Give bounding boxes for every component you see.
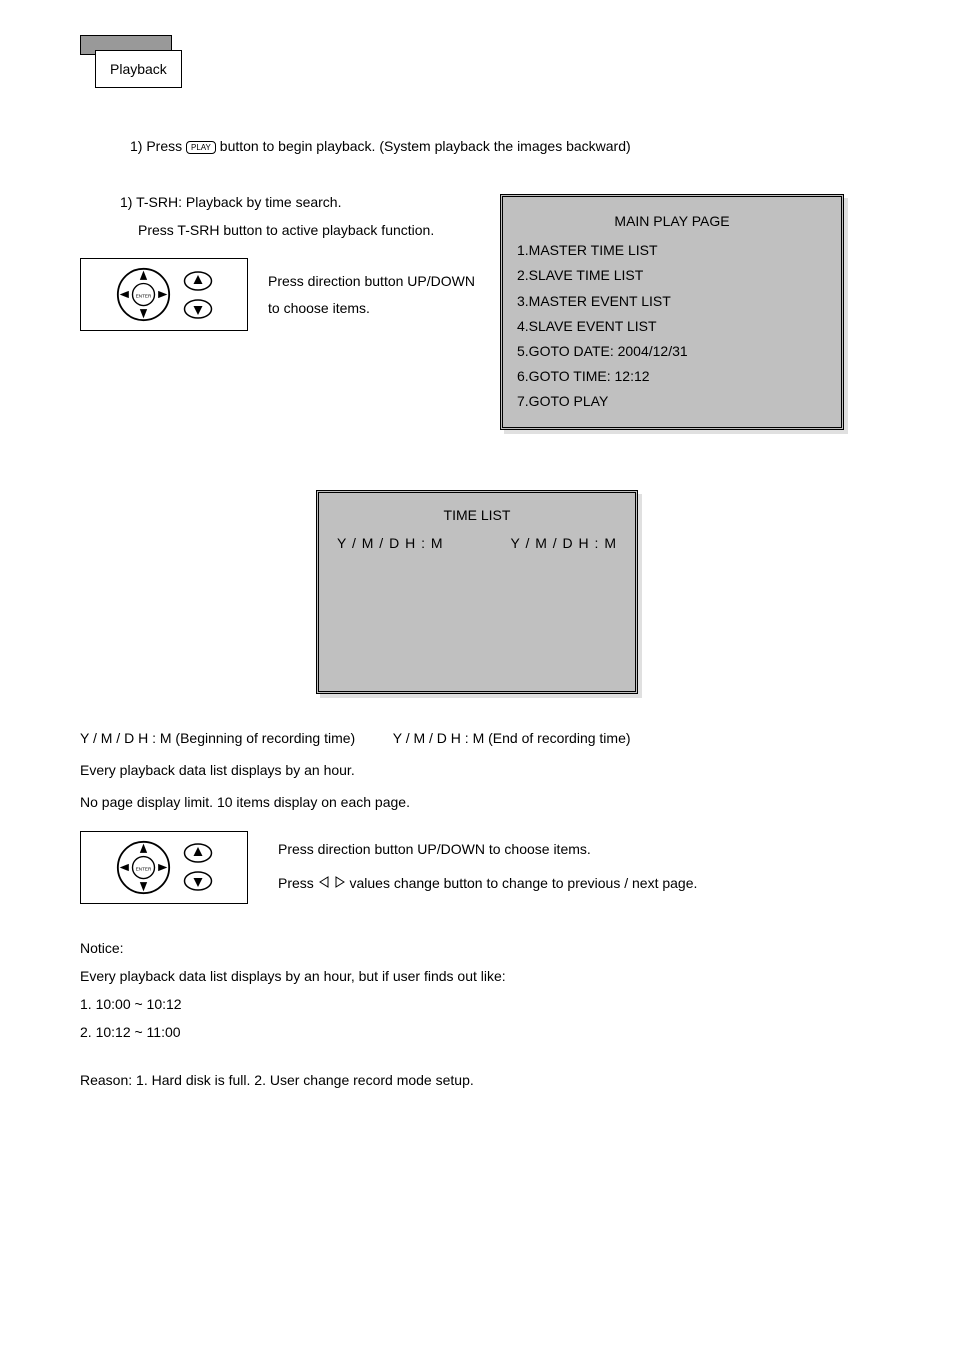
- dpad-up-down-buttons-2: [183, 842, 213, 892]
- instruction-line-1: 1) Press PLAY button to begin playback. …: [130, 138, 874, 154]
- instruction-suffix: button to begin playback. (System playba…: [220, 138, 631, 154]
- playback-tab-label: Playback: [110, 61, 167, 77]
- press-prefix: Press: [278, 875, 314, 891]
- body-line-1-left: Y / M / D H : M (Beginning of recording …: [80, 730, 355, 746]
- main-play-item-6: 6.GOTO TIME: 12:12: [517, 364, 827, 389]
- up-arrow-icon: [183, 270, 213, 292]
- time-list-headers: Y / M / D H : M Y / M / D H : M: [337, 535, 617, 551]
- dpad-instruction-1: Press direction button UP/DOWN to choose…: [268, 268, 480, 321]
- play-button-icon: PLAY: [186, 141, 216, 154]
- notice-item-1: 1. 10:00 ~ 10:12: [80, 990, 874, 1018]
- main-play-item-3: 3.MASTER EVENT LIST: [517, 289, 827, 314]
- time-list-panel: TIME LIST Y / M / D H : M Y / M / D H : …: [316, 490, 638, 694]
- body-line-1-right: Y / M / D H : M (End of recording time): [393, 730, 631, 746]
- notice-item-2: 2. 10:12 ~ 11:00: [80, 1018, 874, 1046]
- svg-text:ENTER: ENTER: [135, 866, 151, 871]
- dpad-box-1: ENTER: [80, 258, 248, 331]
- main-play-item-7: 7.GOTO PLAY: [517, 389, 827, 414]
- dpad-circle-icon: ENTER: [116, 267, 171, 322]
- time-list-header-left: Y / M / D H : M: [337, 535, 444, 551]
- main-play-page-title: MAIN PLAY PAGE: [517, 209, 827, 234]
- tsrh-section: 1) T-SRH: Playback by time search. Press…: [80, 194, 874, 430]
- time-list-title: TIME LIST: [337, 507, 617, 523]
- main-play-item-2: 2.SLAVE TIME LIST: [517, 263, 827, 288]
- dpad-row-1: ENTER: [80, 258, 480, 331]
- time-list-container: TIME LIST Y / M / D H : M Y / M / D H : …: [80, 490, 874, 694]
- instruction-prefix: 1) Press: [130, 138, 182, 154]
- down-arrow-icon-2: [183, 870, 213, 892]
- time-list-header-right: Y / M / D H : M: [510, 535, 617, 551]
- main-play-item-4: 4.SLAVE EVENT LIST: [517, 314, 827, 339]
- playback-tab: Playback: [95, 50, 182, 88]
- dpad-instruction-2-line-1: Press direction button UP/DOWN to choose…: [278, 833, 697, 867]
- press-suffix: values change button to change to previo…: [349, 875, 697, 891]
- notice-reason: Reason: 1. Hard disk is full. 2. User ch…: [80, 1066, 874, 1094]
- dpad-instruction-2-line-2: Press values change button to change to …: [278, 867, 697, 901]
- main-play-item-5: 5.GOTO DATE: 2004/12/31: [517, 339, 827, 364]
- triangle-right-icon: [334, 867, 346, 901]
- dpad-circle-icon-2: ENTER: [116, 840, 171, 895]
- main-play-page-panel: MAIN PLAY PAGE 1.MASTER TIME LIST 2.SLAV…: [500, 194, 844, 430]
- main-play-item-1: 1.MASTER TIME LIST: [517, 238, 827, 263]
- body-line-2: Every playback data list displays by an …: [80, 756, 874, 784]
- dpad-row-2: ENTER Press direction bu: [80, 831, 874, 904]
- body-line-3: No page display limit. 10 items display …: [80, 788, 874, 816]
- play-button-label: PLAY: [191, 143, 211, 152]
- playback-tab-container: Playback: [80, 50, 874, 88]
- down-arrow-icon: [183, 298, 213, 320]
- tsrh-left-column: 1) T-SRH: Playback by time search. Press…: [80, 194, 480, 331]
- dpad-up-down-buttons: [183, 270, 213, 320]
- dpad-instructions-2: Press direction button UP/DOWN to choose…: [278, 833, 697, 901]
- tsrh-line-2: Press T-SRH button to active playback fu…: [138, 222, 480, 238]
- svg-text:ENTER: ENTER: [135, 293, 151, 298]
- triangle-left-icon: [318, 867, 330, 901]
- dpad-box-2: ENTER: [80, 831, 248, 904]
- body-line-1: Y / M / D H : M (Beginning of recording …: [80, 724, 874, 752]
- notice-line-1: Every playback data list displays by an …: [80, 962, 874, 990]
- up-arrow-icon-2: [183, 842, 213, 864]
- notice-heading: Notice:: [80, 934, 874, 962]
- body-text-section: Y / M / D H : M (Beginning of recording …: [80, 724, 874, 816]
- notice-section: Notice: Every playback data list display…: [80, 934, 874, 1094]
- tsrh-line-1: 1) T-SRH: Playback by time search.: [120, 194, 480, 210]
